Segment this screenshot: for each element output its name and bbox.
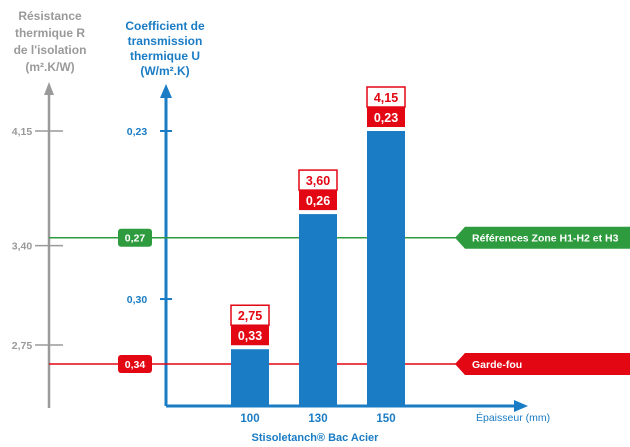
x-axis-label: Épaisseur (mm) [476,411,550,424]
right-axis-tick-label-2: 0,30 [127,294,148,306]
right-axis-arrow [160,84,172,98]
right-axis-title-line-3: thermique U [130,49,200,63]
reference-zone-tag [455,226,630,249]
right-axis-title-line-2: transmission [128,34,203,48]
reference-garde-fou-label: Garde-fou [472,359,522,371]
right-axis-title: Coefficient de transmission thermique U … [125,19,205,78]
left-axis-title-line-3: de l'isolation [14,43,87,57]
right-axis-title-line-1: Coefficient de [125,19,205,33]
x-tick-label-150: 150 [376,413,395,425]
bar-130 [299,214,337,406]
bar-u-label-100: 0,33 [238,329,262,343]
bar-150 [367,131,405,406]
left-axis-tick-label-0: 4,15 [12,126,33,138]
right-axis-title-line-4: (W/m².K) [140,64,189,78]
x-tick-label-100: 100 [240,413,259,425]
left-axis-title: Résistance thermique R de l'isolation (m… [14,9,87,74]
reference-garde-fou-tag [455,353,630,375]
bar-u-box-100 [231,325,269,346]
bar-u-label-130: 0,26 [306,194,330,208]
reference-garde-fou-value: 0,34 [125,359,146,371]
right-axis-tick-label-0: 0,23 [127,126,148,138]
bar-u-box-130 [299,190,337,211]
product-name: Stisoletanch® Bac Acier [252,432,380,444]
left-axis-title-line-1: Résistance [18,9,82,23]
bar-u-label-150: 0,23 [374,111,398,125]
reference-garde-fou-value-badge [118,355,152,373]
bar-r-label-130: 3,60 [306,174,330,188]
bar-r-label-100: 2,75 [238,309,262,323]
bar-r-label-150: 4,15 [374,91,398,105]
left-axis-tick-label-1: 3,40 [12,241,33,253]
left-axis-title-line-4: (m².K/W) [25,60,74,74]
x-tick-label-130: 130 [308,413,327,425]
left-axis-tick-label-2: 2,75 [12,340,33,352]
bar-u-box-150 [367,107,405,127]
bar-100 [231,349,269,406]
x-axis-arrow [514,400,528,412]
left-axis-title-line-2: thermique R [15,26,85,40]
reference-zone-value-badge [118,228,152,247]
reference-zone-label: Références Zone H1-H2 et H3 [472,233,619,245]
reference-zone-value: 0,27 [125,233,146,245]
left-axis-arrow [44,82,54,95]
